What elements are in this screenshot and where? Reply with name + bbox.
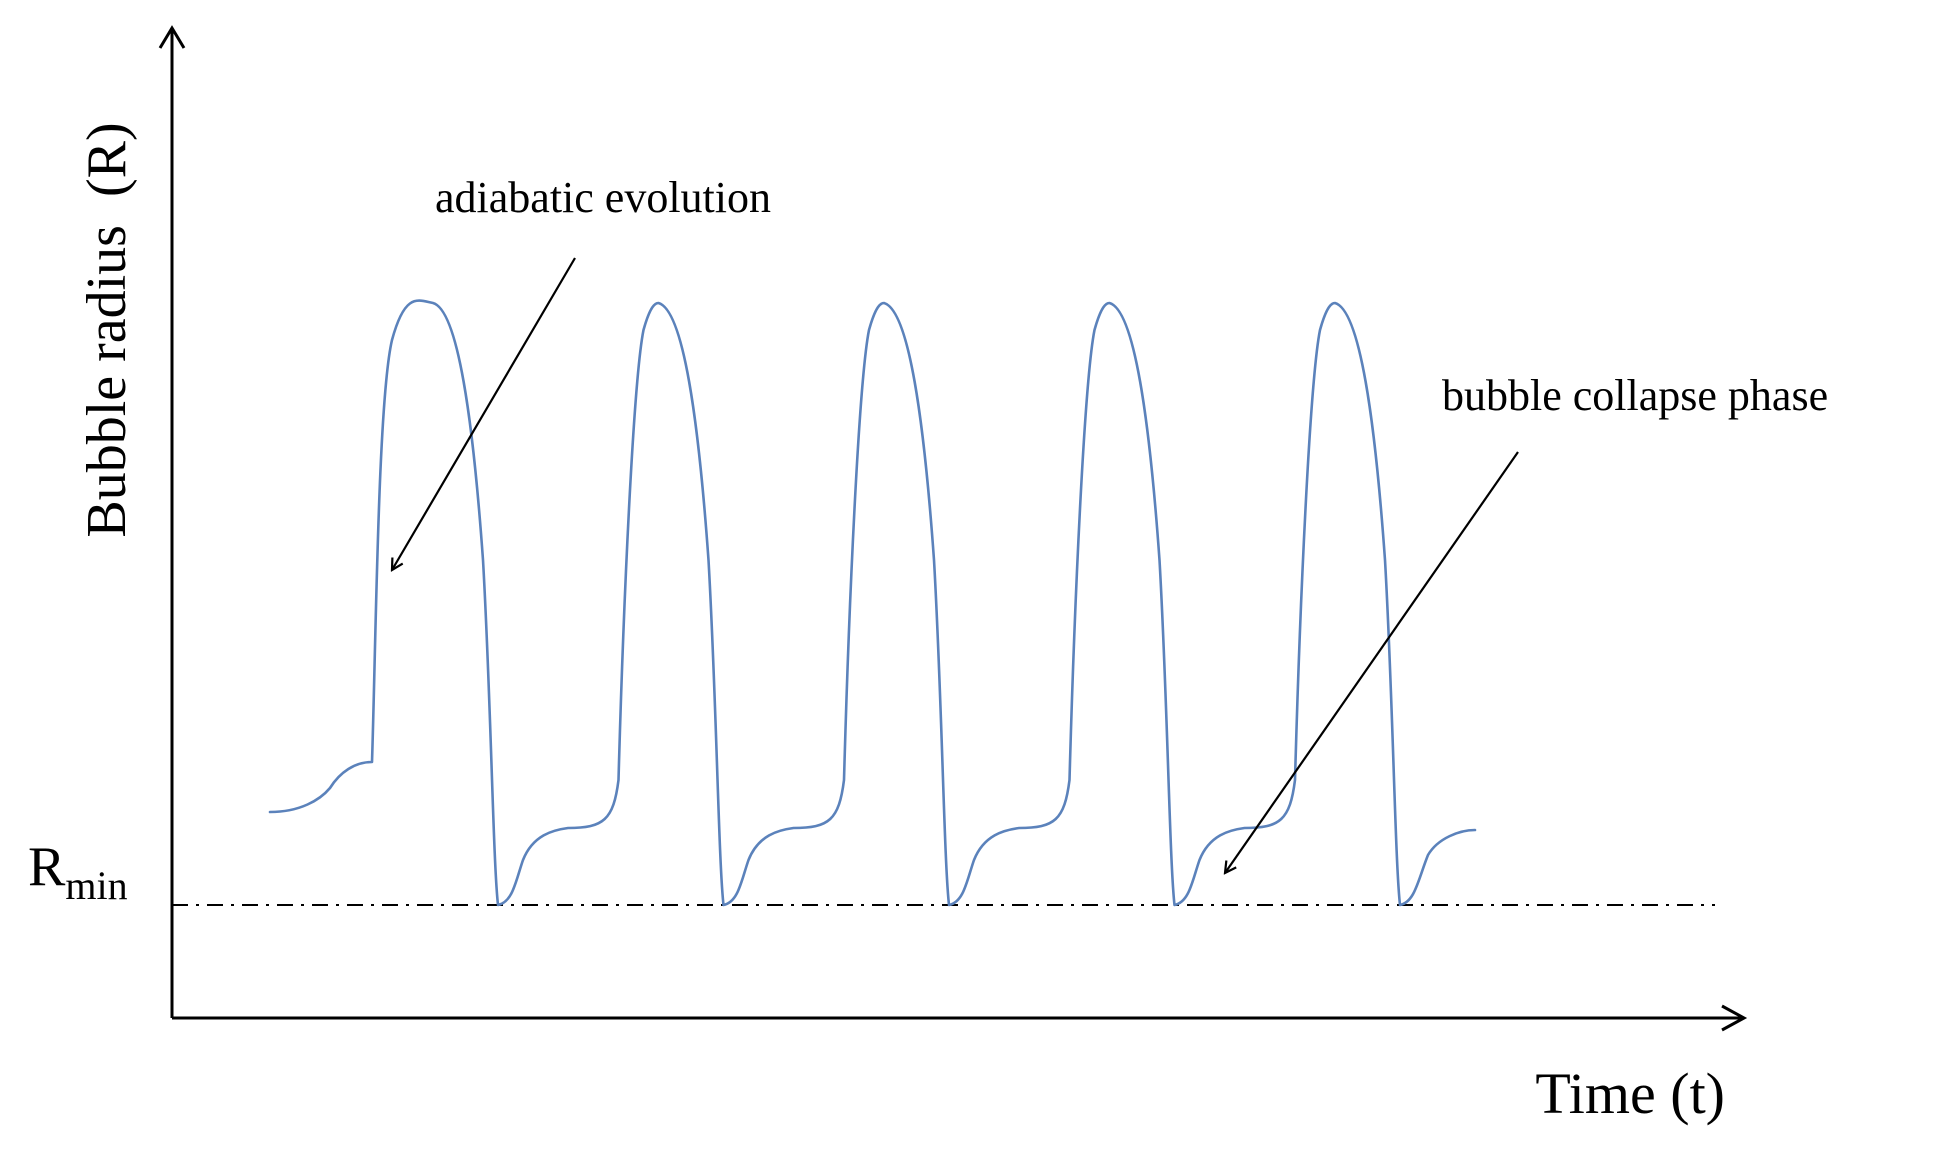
bubble-collapse-phase-label: bubble collapse phase (1442, 371, 1828, 420)
bubble-collapse-phase-arrow (1225, 451, 1519, 873)
y-axis-label: Bubble radius (R) (76, 122, 138, 537)
adiabatic-evolution-label: adiabatic evolution (435, 173, 771, 222)
x-axis-arrowhead (1721, 1004, 1748, 1032)
rmin-label: Rmin (28, 836, 128, 908)
y-axis-arrowhead (158, 25, 186, 49)
rmin-label-main: R (28, 836, 66, 898)
bubble-radius-curve (268, 299, 1477, 907)
x-axis-label: Time (t) (1535, 1061, 1725, 1126)
adiabatic-evolution-arrow (392, 257, 576, 570)
rmin-label-subscript: min (65, 863, 127, 908)
